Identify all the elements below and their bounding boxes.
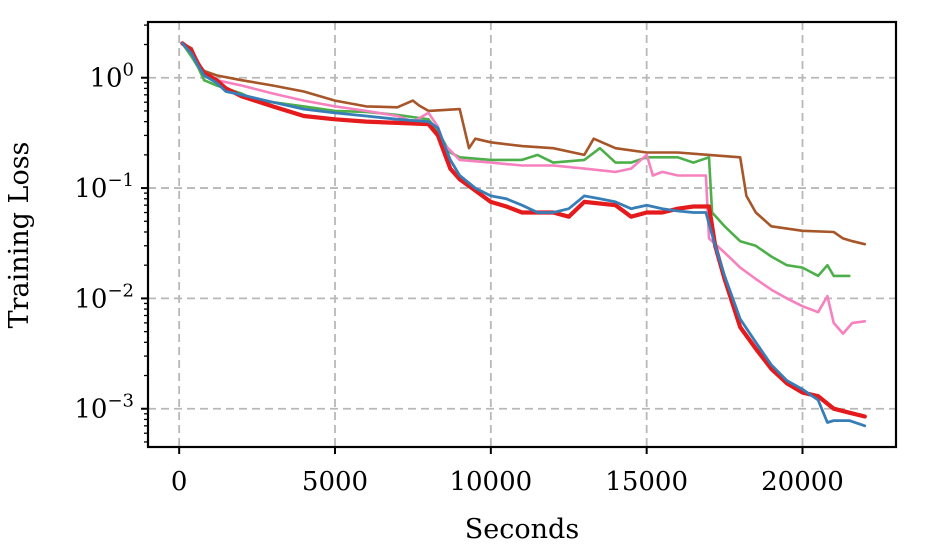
y-tick-label: 10−2 [74,280,134,314]
y-tick-label: 100 [89,60,134,94]
series-layer [180,41,867,428]
y-tick-label: 10−1 [74,170,134,204]
x-tick-label: 0 [171,467,188,497]
y-tick-label: 10−3 [74,391,134,425]
x-tick-label: 5000 [302,467,368,497]
plot-frame [146,20,898,449]
x-axis-label: Seconds [465,514,579,545]
series-line-1 [181,42,867,246]
y-axis-label: Training Loss [4,142,35,329]
x-tick-label: 10000 [449,467,532,497]
x-tick-label: 15000 [605,467,688,497]
grid [148,22,896,447]
x-tick-label: 20000 [761,467,844,497]
series-line-4 [180,41,867,419]
series-line-3 [181,42,867,335]
axes: 0 5000 10000 15000 20000 100 10−1 10−2 10−3 [74,20,898,497]
series-line-5 [180,41,867,428]
